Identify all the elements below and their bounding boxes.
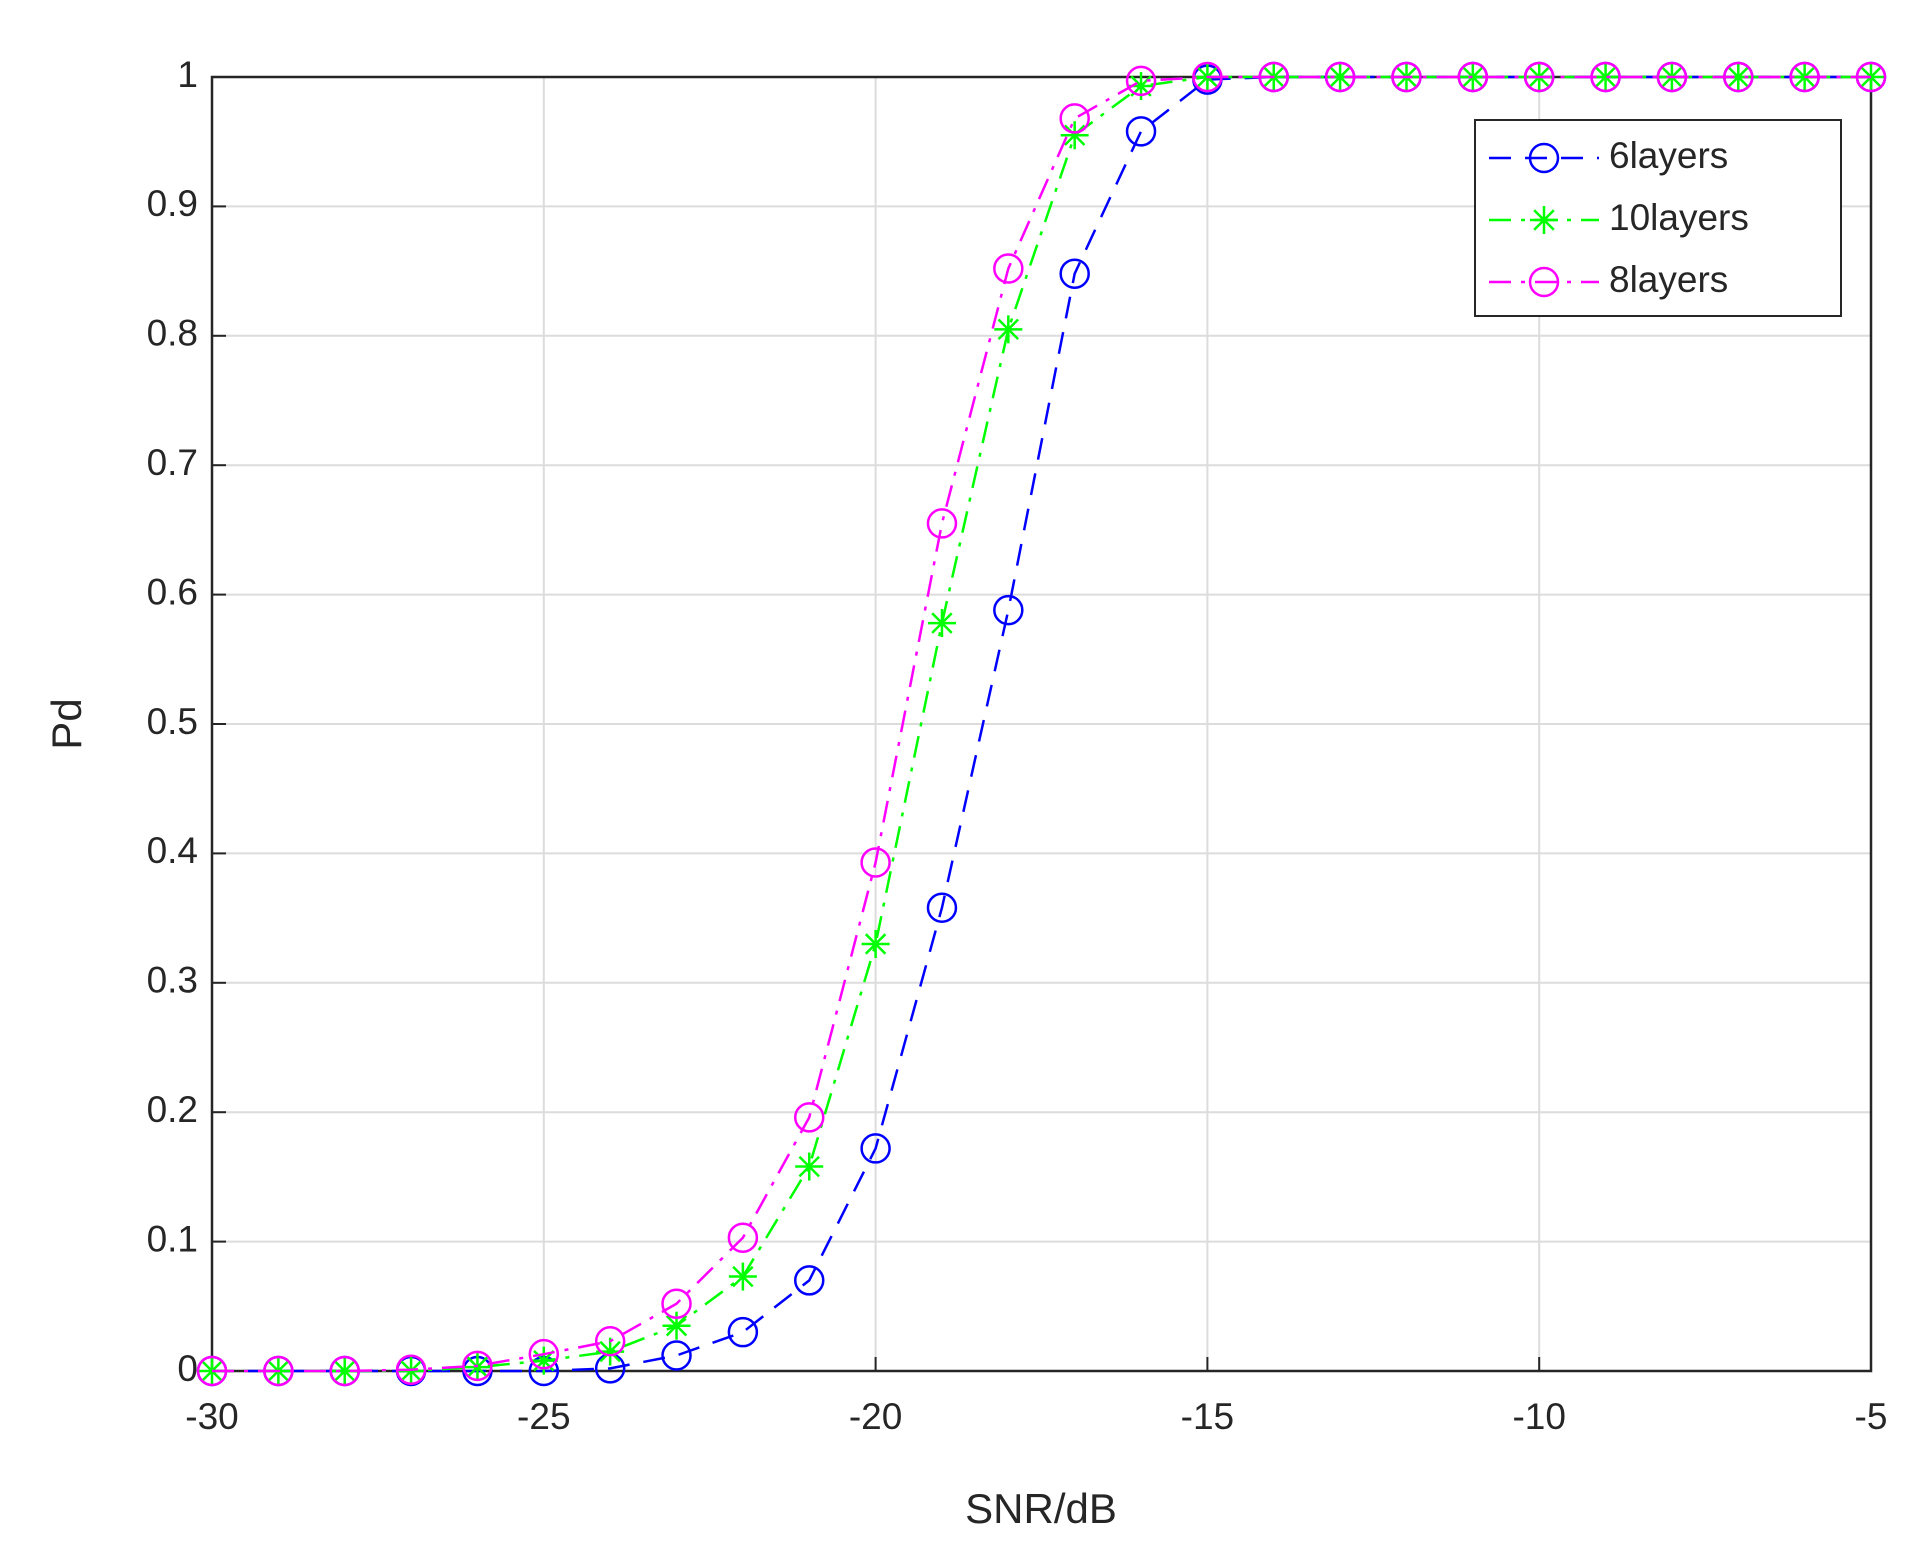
legend-marker	[1528, 266, 1560, 298]
x-tick-label: -5	[1855, 1396, 1888, 1437]
marker	[1590, 61, 1621, 93]
marker	[793, 1265, 825, 1296]
marker	[860, 1133, 891, 1164]
marker	[1258, 61, 1290, 93]
marker-stroke	[997, 318, 1020, 341]
marker	[662, 1311, 691, 1340]
marker	[462, 1350, 493, 1382]
y-tick-label: 0.9	[147, 183, 198, 224]
marker-stroke	[665, 1315, 688, 1337]
marker-stroke	[1727, 66, 1749, 88]
marker	[1523, 61, 1555, 93]
y-tick-label: 1	[177, 54, 198, 95]
marker	[594, 1325, 626, 1357]
y-tick-label: 0.1	[147, 1218, 198, 1259]
y-tick-label: 0.2	[147, 1089, 198, 1130]
marker-stroke	[334, 1360, 356, 1382]
marker	[728, 1262, 757, 1291]
marker	[993, 253, 1024, 284]
marker	[993, 594, 1024, 626]
marker	[793, 1102, 825, 1133]
marker-stroke	[400, 1360, 422, 1382]
marker	[1125, 116, 1157, 147]
marker	[1192, 61, 1223, 93]
marker	[1125, 65, 1157, 97]
marker	[1060, 121, 1089, 150]
marker	[1855, 61, 1887, 93]
y-tick-label: 0.4	[147, 830, 198, 871]
x-tick-label: -10	[1512, 1396, 1565, 1437]
marker-stroke	[1594, 66, 1617, 88]
y-tick-label: 0	[177, 1348, 198, 1389]
marker	[1457, 61, 1489, 93]
x-tick-label: -25	[517, 1396, 570, 1437]
marker	[661, 1288, 692, 1319]
y-tick-label: 0.5	[147, 701, 198, 742]
marker-stroke	[931, 612, 953, 634]
marker	[528, 1338, 560, 1370]
x-tick-label: -30	[185, 1396, 238, 1437]
legend-label: 10layers	[1609, 197, 1749, 238]
marker	[196, 1355, 228, 1387]
legend-marker	[1530, 206, 1558, 234]
marker	[1656, 61, 1688, 93]
marker	[1059, 103, 1090, 134]
y-tick-label: 0.6	[147, 571, 198, 612]
series-line	[212, 75, 1871, 1373]
marker-stroke	[732, 1265, 754, 1288]
plot-frame	[210, 75, 1873, 1373]
y-tick-label: 0.3	[147, 960, 198, 1001]
marker	[727, 1316, 759, 1348]
y-axis-label: Pd	[43, 698, 90, 749]
marker	[1789, 61, 1820, 93]
legend-label: 6layers	[1609, 135, 1728, 176]
marker	[1723, 61, 1754, 93]
y-tick-label: 0.8	[147, 313, 198, 354]
marker-stroke	[1533, 209, 1555, 231]
x-tick-label: -15	[1181, 1396, 1234, 1437]
marker	[1591, 63, 1620, 91]
marker	[795, 1152, 824, 1181]
marker	[861, 929, 890, 958]
marker-stroke	[798, 1155, 820, 1178]
marker-stroke	[1462, 66, 1484, 88]
marker	[926, 892, 958, 923]
x-tick-label: -20	[849, 1396, 902, 1437]
legend-label: 8layers	[1609, 259, 1728, 300]
marker	[1391, 61, 1422, 93]
marker-stroke	[599, 1340, 621, 1363]
marker	[1324, 61, 1356, 93]
marker	[395, 1354, 427, 1385]
marker	[994, 315, 1023, 344]
legend-box	[1474, 119, 1842, 317]
legend-marker	[1528, 142, 1560, 174]
marker-stroke	[864, 933, 887, 955]
marker-stroke	[1329, 66, 1351, 88]
y-tick-label: 0.7	[147, 442, 198, 483]
marker-stroke	[1063, 124, 1086, 146]
marker-stroke	[466, 1356, 489, 1378]
marker	[463, 1353, 492, 1382]
series-line	[212, 75, 1871, 1373]
marker	[1059, 258, 1090, 289]
marker	[263, 1355, 294, 1387]
marker	[927, 609, 956, 638]
marker	[727, 1222, 759, 1253]
marker	[661, 1340, 692, 1371]
x-axis-label: SNR/dB	[965, 1485, 1117, 1532]
marker	[1458, 63, 1487, 91]
marker	[860, 847, 891, 878]
marker	[329, 1355, 360, 1387]
marker	[926, 508, 958, 539]
